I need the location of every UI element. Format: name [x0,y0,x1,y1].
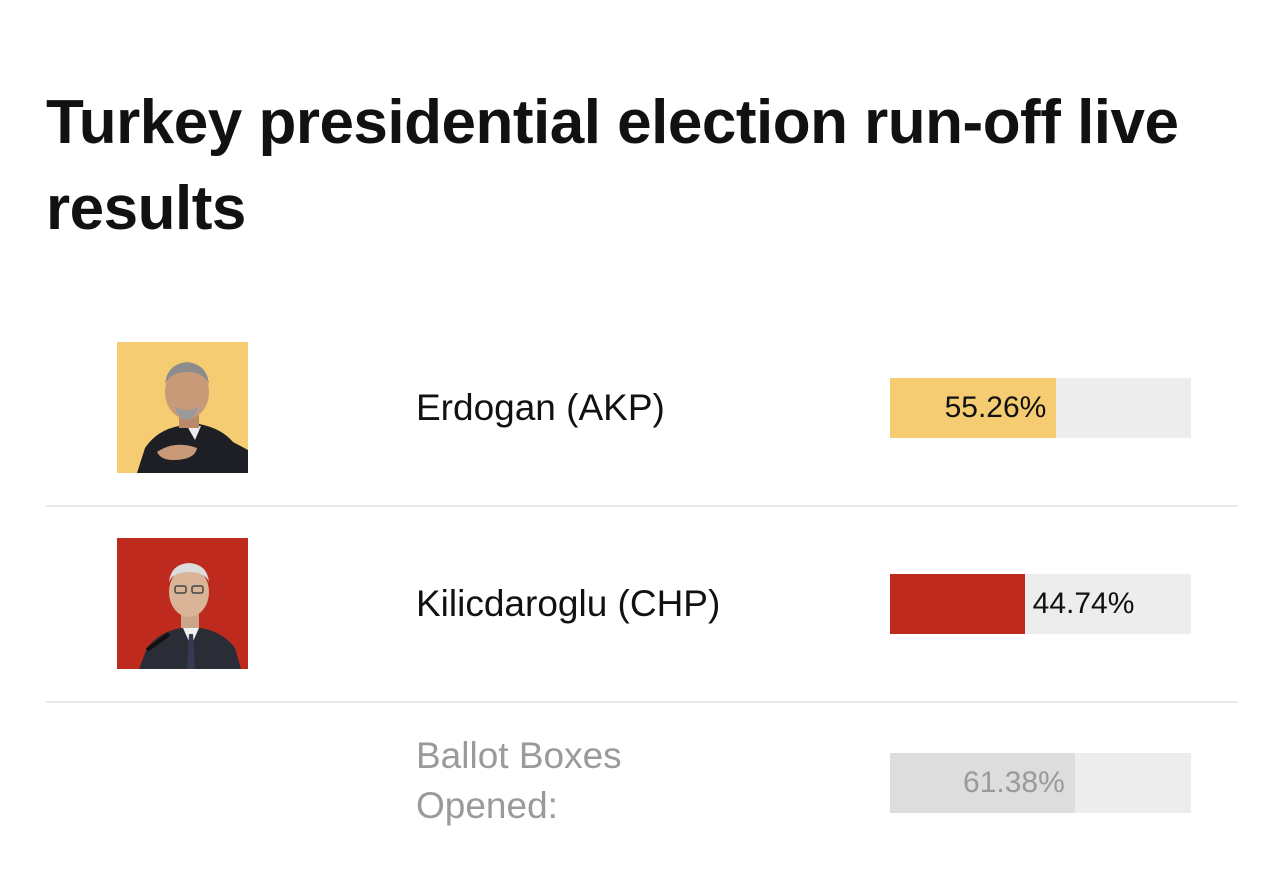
erdogan-portrait-icon [117,342,248,473]
ballot-boxes-label: Ballot Boxes Opened: [416,735,622,826]
vote-share-label: 55.26% [944,391,1047,424]
ballot-boxes-percent-label: 61.38% [963,766,1065,799]
kilicdaroglu-portrait-icon [117,538,248,669]
candidate-name: Erdogan (AKP) [416,387,665,428]
vote-share-bar: 55.26% [890,378,1191,438]
candidate-name: Kilicdaroglu (CHP) [416,583,721,624]
ballot-boxes-row: Ballot Boxes Opened: 61.38% [46,703,1238,863]
vote-share-label: 44.74% [1032,587,1135,620]
ballot-boxes-bar: 61.38% [890,753,1191,813]
vote-share-bar-fill [890,574,1025,634]
candidate-row-erdogan: Erdogan (AKP) 55.26% [46,311,1238,507]
candidate-row-kilicdaroglu: Kilicdaroglu (CHP) 44.74% [46,507,1238,703]
vote-share-bar: 44.74% [890,574,1191,634]
page-title: Turkey presidential election run-off liv… [46,88,1179,243]
vote-share-bar-fill [890,378,1057,438]
ballot-boxes-bar-fill [890,753,1075,813]
